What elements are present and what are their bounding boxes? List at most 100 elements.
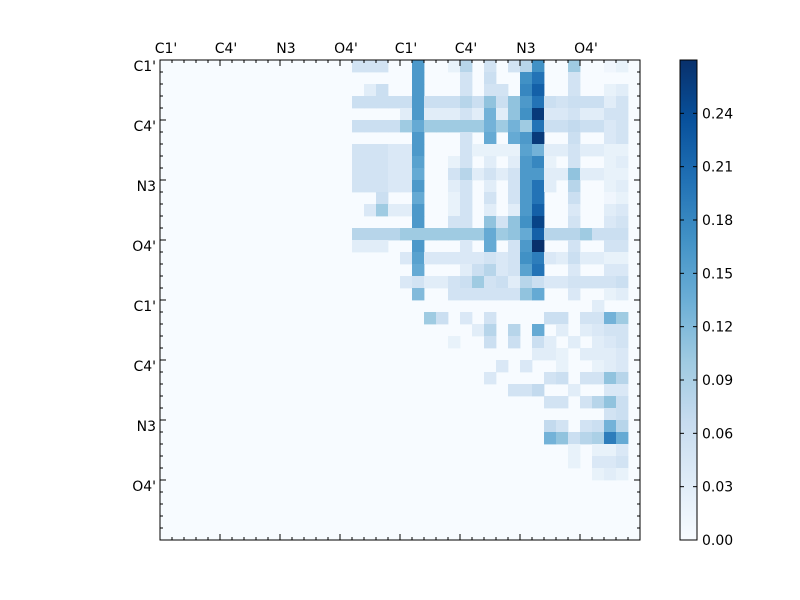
heatmap-cell xyxy=(592,396,605,409)
heatmap-cell xyxy=(544,432,557,445)
heatmap-cell xyxy=(508,156,521,169)
heatmap-cell xyxy=(616,264,629,277)
heatmap-cell xyxy=(520,168,533,181)
heatmap-cell xyxy=(520,384,533,397)
heatmap-cell xyxy=(616,396,629,409)
heatmap-cell xyxy=(616,240,629,253)
heatmap-cell xyxy=(520,96,533,109)
heatmap-cell xyxy=(604,312,617,325)
heatmap-cell xyxy=(508,96,521,109)
heatmap-cell xyxy=(364,156,377,169)
heatmap-cell xyxy=(484,156,497,169)
heatmap-cell xyxy=(544,420,557,433)
heatmap-cell xyxy=(616,468,629,481)
colorbar-tick-label: 0.12 xyxy=(702,320,733,336)
heatmap-cell xyxy=(424,96,437,109)
heatmap-cell xyxy=(460,216,473,229)
heatmap-cell xyxy=(580,120,593,133)
heatmap-cell xyxy=(544,120,557,133)
heatmap-cell xyxy=(592,372,605,385)
heatmap-cell xyxy=(352,144,365,157)
x-tick-label: N3 xyxy=(276,41,295,57)
heatmap-cell xyxy=(352,60,365,73)
heatmap-cell xyxy=(532,288,545,301)
heatmap-cell xyxy=(520,216,533,229)
heatmap-cell xyxy=(556,276,569,289)
heatmap-cell xyxy=(532,336,545,349)
heatmap-cell xyxy=(496,360,509,373)
heatmap-cell xyxy=(520,120,533,133)
heatmap-cell xyxy=(484,372,497,385)
heatmap-cell xyxy=(616,96,629,109)
heatmap-cell xyxy=(388,204,401,217)
heatmap-cell xyxy=(424,276,437,289)
heatmap-cell xyxy=(448,228,461,241)
heatmap-cell xyxy=(352,96,365,109)
heatmap-cell xyxy=(580,276,593,289)
x-tick-label: C1' xyxy=(395,41,418,57)
heatmap-cell xyxy=(604,96,617,109)
heatmap-cell xyxy=(460,120,473,133)
heatmap-cell xyxy=(484,216,497,229)
heatmap-cell xyxy=(508,288,521,301)
heatmap-cell xyxy=(592,420,605,433)
heatmap-cell xyxy=(376,180,389,193)
x-tick-labels: C1' C4' N3 O4' C1' C4' N3 O4' xyxy=(155,41,598,57)
heatmap-cell xyxy=(352,156,365,169)
heatmap-cell xyxy=(544,312,557,325)
y-tick-label: N3 xyxy=(137,419,156,435)
heatmap-cell xyxy=(592,324,605,337)
heatmap-cell xyxy=(460,312,473,325)
heatmap-cell xyxy=(520,156,533,169)
heatmap-cell xyxy=(580,168,593,181)
heatmap-cell xyxy=(460,264,473,277)
heatmap-cell xyxy=(496,108,509,121)
heatmap-cell xyxy=(616,168,629,181)
heatmap-cell xyxy=(616,372,629,385)
heatmap-cell xyxy=(580,396,593,409)
heatmap-cell xyxy=(604,192,617,205)
heatmap-cell xyxy=(364,144,377,157)
heatmap-cell xyxy=(352,120,365,133)
heatmap-cell xyxy=(472,108,485,121)
heatmap-cell xyxy=(604,336,617,349)
heatmap-cell xyxy=(604,216,617,229)
heatmap-cell xyxy=(520,180,533,193)
heatmap-cell xyxy=(580,96,593,109)
heatmap-cell xyxy=(568,120,581,133)
heatmap-cell xyxy=(568,336,581,349)
heatmap-cell xyxy=(460,60,473,73)
heatmap-cell xyxy=(460,240,473,253)
heatmap-cell xyxy=(448,276,461,289)
heatmap-cell xyxy=(376,156,389,169)
heatmap-cell xyxy=(568,384,581,397)
heatmap-cell xyxy=(604,240,617,253)
heatmap-cell xyxy=(508,324,521,337)
heatmap-cell xyxy=(496,84,509,97)
heatmap-cell xyxy=(484,72,497,85)
heatmap-cell xyxy=(604,420,617,433)
heatmap-cell xyxy=(592,432,605,445)
heatmap-cell xyxy=(604,252,617,265)
heatmap-cell xyxy=(568,432,581,445)
heatmap-cell xyxy=(412,204,425,217)
heatmap-cell xyxy=(400,252,413,265)
heatmap-cell xyxy=(388,180,401,193)
heatmap-cell xyxy=(520,84,533,97)
heatmap-cell xyxy=(568,60,581,73)
heatmap-cell xyxy=(544,396,557,409)
heatmap-cell xyxy=(580,348,593,361)
heatmap-cell xyxy=(604,468,617,481)
heatmap-cell xyxy=(412,264,425,277)
heatmap-cell xyxy=(532,204,545,217)
heatmap-cell xyxy=(604,276,617,289)
heatmap-cell xyxy=(604,456,617,469)
heatmap-cell xyxy=(388,168,401,181)
heatmap-cell xyxy=(484,108,497,121)
heatmap-cell xyxy=(616,324,629,337)
heatmap-cell xyxy=(616,420,629,433)
heatmap-cell xyxy=(412,228,425,241)
heatmap-cell xyxy=(604,180,617,193)
heatmap-cell xyxy=(520,204,533,217)
heatmap-cell xyxy=(532,132,545,145)
